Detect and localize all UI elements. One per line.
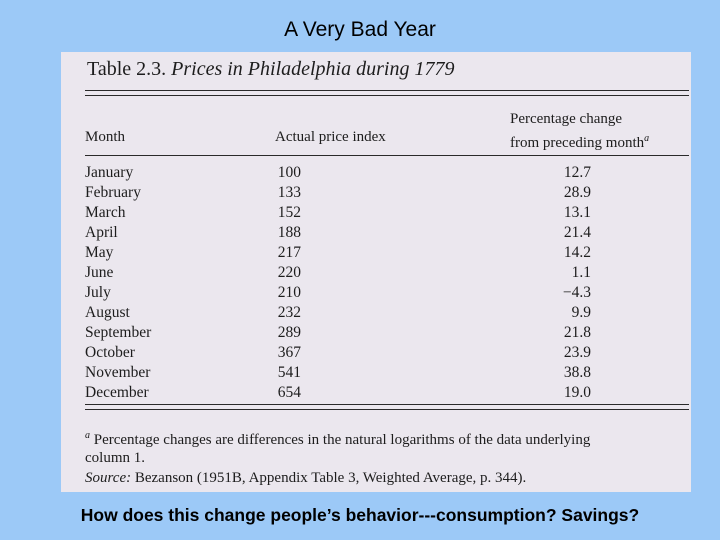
header-pct-line2: from preceding montha [510, 133, 650, 151]
footnote-continued: column 1. [85, 450, 145, 466]
percentage-change-cell: 14.2 [563, 244, 591, 261]
percentage-change-cell: 21.8 [563, 324, 591, 341]
header-actual-price-index: Actual price index [275, 129, 386, 145]
price-index-cell: 100 [277, 164, 301, 181]
percentage-change-cell: 13.1 [563, 204, 591, 221]
bottom-rule-second [85, 409, 689, 410]
header-percentage-change: Percentage change from preceding montha [510, 110, 649, 153]
table-row: August 232 9.9 [61, 304, 691, 324]
table-row: September 289 21.8 [61, 324, 691, 344]
month-cell: September [85, 324, 152, 341]
price-index-cell: 152 [277, 204, 301, 221]
scanned-table-image: Table 2.3. Prices in Philadelphia during… [61, 52, 691, 492]
month-cell: March [85, 204, 126, 221]
percentage-change-cell: −4.3 [562, 284, 591, 301]
source-line: Source: Bezanson (1951B, Appendix Table … [85, 470, 526, 487]
month-cell: October [85, 344, 135, 361]
source-text: Bezanson (1951B, Appendix Table 3, Weigh… [131, 470, 527, 486]
table-row: June 220 1.1 [61, 264, 691, 284]
price-index-cell: 188 [277, 224, 301, 241]
top-rule-second [85, 95, 689, 96]
price-index-cell: 217 [277, 244, 301, 261]
table-title-label: Table 2.3. [87, 58, 167, 80]
header-pct-line1: Percentage change [510, 111, 623, 127]
price-index-cell: 654 [277, 384, 301, 401]
month-cell: July [85, 284, 111, 301]
price-index-cell: 220 [277, 264, 301, 281]
table-row: July 210 −4.3 [61, 284, 691, 304]
table-row: March 152 13.1 [61, 204, 691, 224]
percentage-change-cell: 21.4 [563, 224, 591, 241]
footnote: a Percentage changes are differences in … [85, 430, 590, 449]
price-index-cell: 210 [277, 284, 301, 301]
table-row: January 100 12.7 [61, 164, 691, 184]
month-cell: August [85, 304, 130, 321]
table-row: December 654 19.0 [61, 384, 691, 404]
percentage-change-cell: 1.1 [571, 264, 591, 281]
percentage-change-cell: 28.9 [563, 184, 591, 201]
table-title-caption: Prices in Philadelphia during 1779 [171, 58, 455, 80]
month-cell: April [85, 224, 118, 241]
month-cell: January [85, 164, 134, 181]
percentage-change-cell: 19.0 [563, 384, 591, 401]
month-cell: June [85, 264, 114, 281]
header-pct-marker: a [644, 133, 650, 144]
percentage-change-cell: 38.8 [563, 364, 591, 381]
percentage-change-cell: 23.9 [563, 344, 591, 361]
table-title: Table 2.3. Prices in Philadelphia during… [87, 58, 454, 81]
month-cell: November [85, 364, 151, 381]
slide-title: A Very Bad Year [284, 18, 436, 41]
price-index-cell: 289 [277, 324, 301, 341]
table-row: February 133 28.9 [61, 184, 691, 204]
price-index-cell: 133 [277, 184, 301, 201]
month-cell: May [85, 244, 114, 261]
slide-question: How does this change people’s behavior--… [80, 505, 640, 525]
price-index-cell: 541 [277, 364, 301, 381]
price-index-cell: 367 [277, 344, 301, 361]
percentage-change-cell: 9.9 [571, 304, 591, 321]
bottom-rule [85, 404, 689, 405]
month-cell: February [85, 184, 141, 201]
header-month: Month [85, 129, 126, 145]
footnote-marker: a [85, 430, 90, 441]
table-row: April 188 21.4 [61, 224, 691, 244]
month-cell: December [85, 384, 149, 401]
percentage-change-cell: 12.7 [563, 164, 591, 181]
price-index-cell: 232 [277, 304, 301, 321]
footnote-line1: Percentage changes are differences in th… [90, 432, 591, 448]
table-row: October 367 23.9 [61, 344, 691, 364]
top-rule [85, 90, 689, 91]
table-row: May 217 14.2 [61, 244, 691, 264]
table-row: November 541 38.8 [61, 364, 691, 384]
source-label: Source: [85, 470, 132, 486]
header-rule [85, 155, 689, 156]
